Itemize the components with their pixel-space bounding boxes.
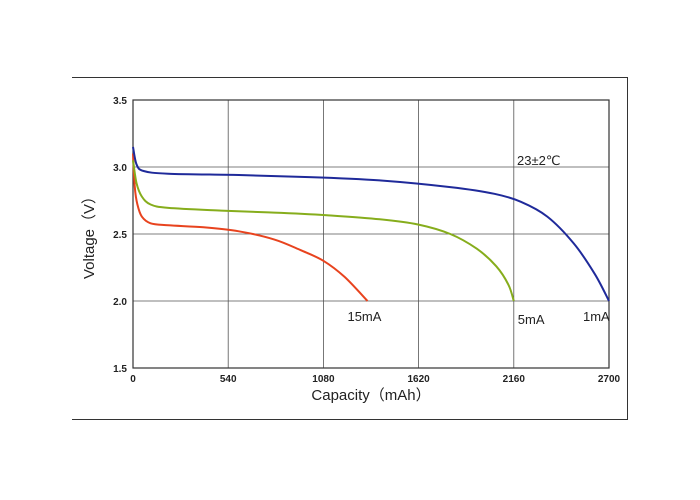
y-tick-label: 1.5 (113, 364, 127, 375)
x-tick-label: 0 (130, 374, 136, 385)
series-label-1mA: 1mA (583, 309, 610, 324)
x-tick-label: 2700 (598, 374, 621, 385)
series-group (132, 146, 610, 302)
y-axis-label: Voltage（V） (81, 189, 98, 279)
x-tick-label: 1620 (407, 374, 430, 385)
plot-area-border (132, 99, 610, 369)
y-tick-label: 2.0 (113, 297, 127, 308)
y-tick-label: 3.0 (113, 163, 127, 174)
series-line-1mA (132, 146, 610, 302)
series-label-15mA: 15mA (347, 309, 381, 324)
y-tick-label: 3.5 (113, 96, 127, 107)
x-tick-label: 2160 (503, 374, 526, 385)
x-tick-label: 1080 (312, 374, 335, 385)
grid (133, 100, 609, 368)
chart-svg: 0 540 1080 1620 2160 2700 1.5 2.0 2.5 3.0 3.5 Capa… (81, 96, 621, 404)
x-axis-label: Capacity（mAh） (311, 387, 430, 404)
tick-labels: 0 540 1080 1620 2160 2700 1.5 2.0 2.5 3.0 3.5 (113, 96, 620, 385)
y-tick-label: 2.5 (113, 230, 127, 241)
series-label-5mA: 5mA (518, 312, 545, 327)
chart-frame: 0 540 1080 1620 2160 2700 1.5 2.0 2.5 3.0 3.5 Capa… (72, 77, 628, 420)
x-tick-label: 540 (220, 374, 237, 385)
temperature-annotation: 23±2℃ (517, 153, 560, 168)
series-line-5mA (132, 160, 515, 302)
series-line-15mA (132, 153, 369, 302)
